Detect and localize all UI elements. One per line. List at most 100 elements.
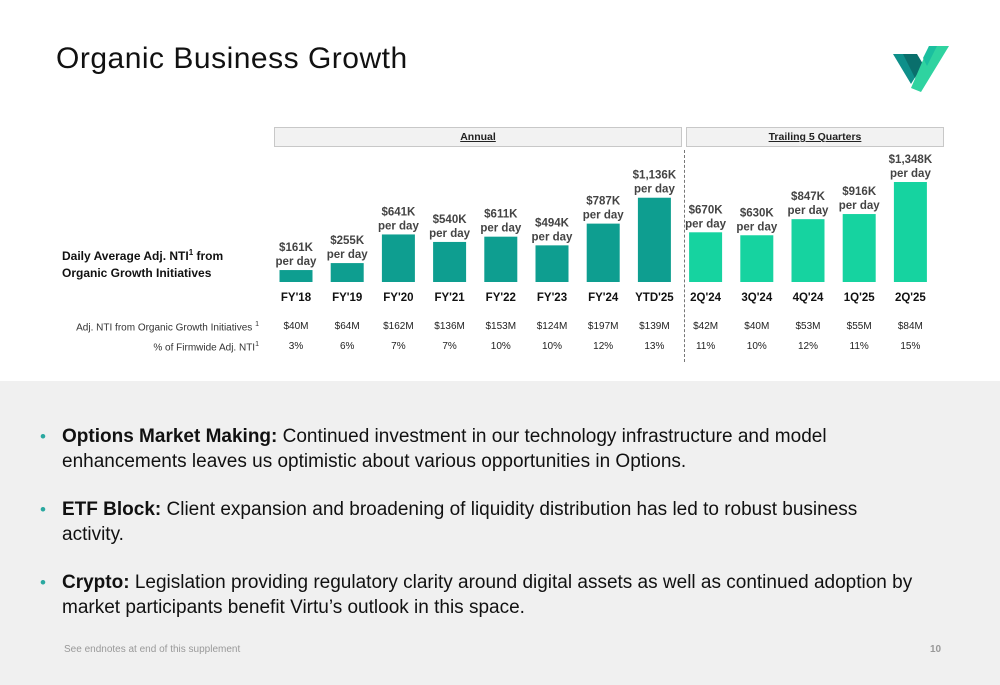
y-label-rest: from Organic Growth Initiatives bbox=[62, 249, 224, 280]
row2-cell: 12% bbox=[593, 341, 614, 352]
bar-FY'20 bbox=[381, 234, 415, 282]
row1-cell: $40M bbox=[744, 321, 770, 332]
category-tick-label: FY'21 bbox=[434, 292, 465, 304]
row1-cell: $136M bbox=[434, 321, 465, 332]
bar-unit-label: per day bbox=[788, 205, 830, 217]
bullet-dot-icon: • bbox=[40, 500, 46, 519]
bar-FY'19 bbox=[330, 263, 364, 282]
row1-cell: $53M bbox=[795, 321, 821, 332]
row2-cell: 3% bbox=[288, 341, 304, 352]
bar-FY'22 bbox=[484, 236, 518, 282]
bar-unit-label: per day bbox=[327, 249, 369, 261]
row2-cell: 10% bbox=[490, 341, 511, 352]
virtu-check-logo-icon bbox=[893, 46, 949, 92]
bar-2Q'24 bbox=[689, 232, 723, 282]
row1-cell: $197M bbox=[587, 321, 619, 332]
category-tick-label: FY'23 bbox=[537, 292, 567, 304]
bar-value-label: $540K bbox=[433, 214, 468, 226]
bar-value-label: $1,136K bbox=[633, 170, 677, 182]
row1-cell: $153M bbox=[485, 321, 517, 332]
bullet-heading: Options Market Making: bbox=[62, 426, 278, 447]
y-label-text: Daily Average Adj. NTI bbox=[62, 249, 189, 263]
row2-label: % of Firmwide Adj. NTI1 bbox=[153, 341, 259, 353]
row2-cell: 11% bbox=[849, 341, 869, 352]
bullet-options: • Options Market Making: Continued invest… bbox=[40, 424, 920, 474]
bar-unit-label: per day bbox=[429, 228, 471, 240]
bar-unit-label: per day bbox=[736, 221, 778, 233]
bar-value-label: $630K bbox=[740, 207, 775, 219]
bar-unit-label: per day bbox=[378, 220, 420, 232]
bar-value-label: $847K bbox=[791, 191, 826, 203]
bar-unit-label: per day bbox=[480, 223, 522, 235]
bullet-heading: ETF Block: bbox=[62, 499, 162, 520]
bar-FY'24 bbox=[586, 223, 620, 282]
bullet-dot-icon: • bbox=[40, 573, 46, 592]
row2-cell: 13% bbox=[644, 341, 665, 352]
bar-value-label: $494K bbox=[535, 217, 570, 229]
bar-2Q'25 bbox=[893, 182, 927, 282]
bar-value-label: $916K bbox=[842, 186, 877, 198]
trailing-section-header: Trailing 5 Quarters bbox=[686, 127, 944, 147]
row1-cell: $124M bbox=[536, 321, 568, 332]
row2-cell: 10% bbox=[746, 341, 767, 352]
row2-label-text: % of Firmwide Adj. NTI bbox=[153, 342, 256, 354]
footnote: See endnotes at end of this supplement bbox=[64, 644, 241, 655]
chart-y-label: Daily Average Adj. NTI1 from Organic Gro… bbox=[62, 244, 262, 282]
bar-1Q'25 bbox=[842, 214, 876, 282]
category-tick-label: FY'19 bbox=[332, 292, 362, 304]
category-tick-label: YTD'25 bbox=[635, 292, 674, 304]
bar-unit-label: per day bbox=[532, 231, 574, 243]
row1-label-text: Adj. NTI from Organic Growth Initiatives bbox=[76, 322, 253, 334]
row1-cell: $42M bbox=[693, 321, 719, 332]
bar-4Q'24 bbox=[791, 219, 825, 282]
row1-label-sup: 1 bbox=[255, 321, 259, 328]
page-number: 10 bbox=[930, 644, 942, 655]
y-label-sup: 1 bbox=[188, 248, 194, 257]
bar-FY'18 bbox=[279, 270, 313, 282]
bullet-etf: • ETF Block: Client expansion and broaden… bbox=[40, 497, 920, 547]
bar-unit-label: per day bbox=[890, 168, 932, 180]
row2-cell: 12% bbox=[797, 341, 818, 352]
commentary-list: • Options Market Making: Continued invest… bbox=[40, 424, 920, 643]
category-tick-label: FY'24 bbox=[588, 292, 619, 304]
row2-cell: 6% bbox=[339, 341, 355, 352]
bar-unit-label: per day bbox=[685, 218, 727, 230]
bar-unit-label: per day bbox=[634, 184, 676, 196]
bar-unit-label: per day bbox=[583, 210, 625, 222]
category-tick-label: 2Q'25 bbox=[895, 292, 926, 304]
row1-cell: $55M bbox=[846, 321, 872, 332]
bullet-text: Continued investment in our technology i… bbox=[62, 426, 827, 472]
row2-label-sup: 1 bbox=[255, 341, 259, 348]
row1-cell: $162M bbox=[383, 321, 414, 332]
row1-cell: $139M bbox=[639, 321, 670, 332]
bar-value-label: $255K bbox=[330, 235, 365, 247]
category-tick-label: 1Q'25 bbox=[844, 292, 875, 304]
bar-value-label: $1,348K bbox=[889, 154, 933, 166]
category-tick-label: 4Q'24 bbox=[793, 292, 824, 304]
bullet-text: Client expansion and broadening of liqui… bbox=[62, 499, 858, 545]
annual-section-header: Annual bbox=[274, 127, 682, 147]
ntl-bar-chart: $161K per day FY'18 $255K per day FY'19 $641K p… bbox=[276, 154, 933, 304]
bullet-crypto: • Crypto: Legislation providing regulator… bbox=[40, 570, 920, 620]
bar-FY'21 bbox=[433, 241, 467, 282]
category-tick-label: FY'22 bbox=[486, 292, 516, 304]
row2-cell: 11% bbox=[695, 341, 716, 352]
row1-cell: $40M bbox=[283, 321, 309, 332]
row2-cell: 15% bbox=[900, 341, 921, 352]
category-tick-label: 2Q'24 bbox=[690, 292, 721, 304]
bar-YTD'25 bbox=[637, 197, 671, 282]
bullet-text: Legislation providing regulatory clarity… bbox=[62, 572, 913, 618]
bar-unit-label: per day bbox=[839, 200, 881, 212]
bar-value-label: $787K bbox=[586, 196, 621, 208]
bullet-heading: Crypto: bbox=[62, 572, 130, 593]
row1-cell: $84M bbox=[897, 321, 923, 332]
row1-label: Adj. NTI from Organic Growth Initiatives… bbox=[76, 321, 259, 333]
row2-cell: 7% bbox=[391, 341, 406, 352]
bar-value-label: $611K bbox=[484, 209, 518, 221]
commentary-panel bbox=[0, 381, 1000, 685]
row2-cell: 7% bbox=[442, 341, 457, 352]
bar-value-label: $670K bbox=[689, 204, 724, 216]
category-tick-label: FY'18 bbox=[281, 292, 312, 304]
bar-unit-label: per day bbox=[276, 256, 318, 268]
bar-value-label: $641K bbox=[381, 206, 416, 218]
